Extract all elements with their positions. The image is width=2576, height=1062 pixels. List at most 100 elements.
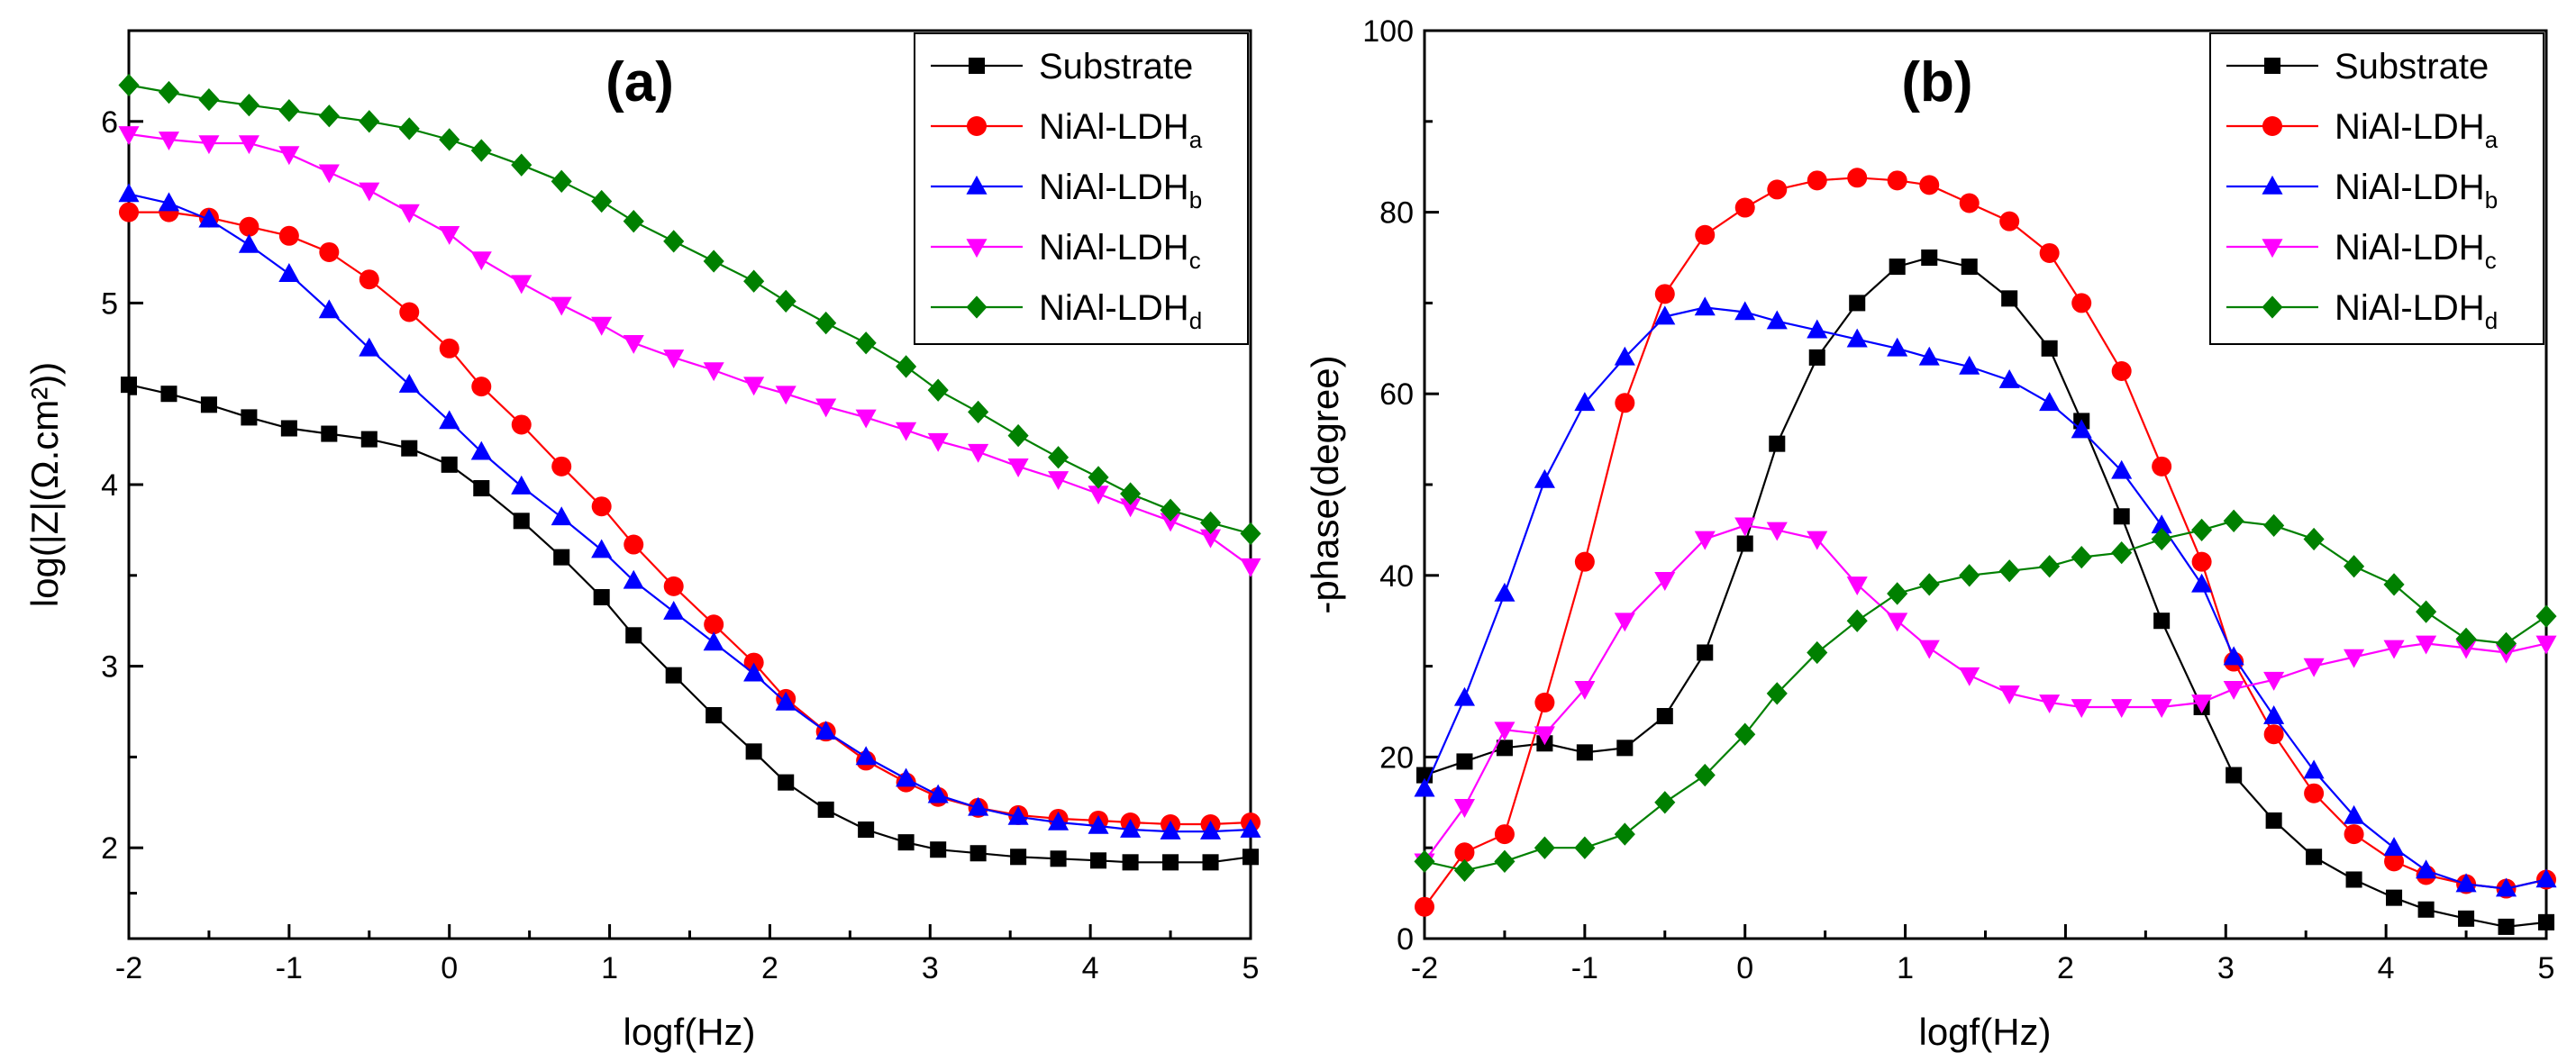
data-point-NiAl-LDHd <box>1160 498 1181 522</box>
data-point-NiAl-LDHb <box>470 440 492 460</box>
data-point-Substrate <box>1162 854 1179 871</box>
data-point-NiAl-LDHd <box>968 400 989 424</box>
data-point-NiAl-LDHb <box>118 183 140 203</box>
data-point-NiAl-LDHd <box>359 110 380 133</box>
data-point-Substrate <box>1010 849 1027 866</box>
data-point-NiAl-LDHc <box>703 362 724 382</box>
data-point-NiAl-LDHa <box>1654 284 1675 304</box>
x-tick-label: 3 <box>2217 951 2235 985</box>
data-point-Substrate <box>1808 349 1825 366</box>
data-point-NiAl-LDHb <box>1199 820 1222 840</box>
data-point-Substrate <box>2041 340 2058 357</box>
data-point-NiAl-LDHd <box>1694 763 1716 787</box>
data-point-NiAl-LDHa <box>2071 293 2092 313</box>
data-point-NiAl-LDHb <box>1007 805 1029 825</box>
panel-a-y-axis-title: log(|Z|(Ω.cm²)) <box>23 362 66 608</box>
data-point-NiAl-LDHc <box>1614 613 1635 632</box>
data-point-NiAl-LDHc <box>815 398 837 418</box>
data-point-NiAl-LDHd <box>1807 640 1828 665</box>
data-point-NiAl-LDHc <box>1887 613 1908 632</box>
data-point-NiAl-LDHd <box>2111 540 2133 565</box>
panel-a-tick-labels: -2 -1 0 1 2 3 4 5 2 3 4 5 6 <box>101 105 1259 985</box>
data-point-NiAl-LDHb <box>511 475 532 495</box>
x-tick-label: 5 <box>2538 951 2555 985</box>
data-point-NiAl-LDHc <box>2071 699 2092 719</box>
data-point-NiAl-LDHb <box>2416 859 2437 879</box>
data-point-NiAl-LDHd <box>1734 722 1756 746</box>
y-tick-label: 6 <box>101 105 118 140</box>
data-point-NiAl-LDHa <box>551 456 572 477</box>
data-point-NiAl-LDHb <box>278 263 300 282</box>
series-line-Substrate <box>1424 256 2547 929</box>
y-tick-label: 2 <box>101 831 118 866</box>
data-point-NiAl-LDHb <box>1534 468 1555 488</box>
data-point-NiAl-LDHd <box>1614 822 1635 846</box>
data-point-NiAl-LDHd <box>2495 631 2517 656</box>
data-point-Substrate <box>705 707 723 724</box>
x-tick-label: 0 <box>441 951 458 985</box>
data-point-Substrate <box>745 743 762 760</box>
data-point-NiAl-LDHa <box>2344 824 2364 845</box>
data-point-NiAl-LDHc <box>198 135 220 155</box>
data-point-NiAl-LDHc <box>927 432 949 452</box>
x-tick-label: -2 <box>1411 951 1438 985</box>
data-point-Substrate <box>665 667 682 684</box>
data-point-Substrate <box>2458 910 2475 927</box>
data-point-NiAl-LDHc <box>2535 635 2557 655</box>
data-point-NiAl-LDHc <box>1918 640 1940 659</box>
data-point-NiAl-LDHb <box>2303 759 2325 779</box>
data-point-Substrate <box>1576 744 1593 761</box>
legend-marker-NiAl-LDHd <box>966 295 988 319</box>
y-tick-label: 20 <box>1379 740 1414 775</box>
data-point-NiAl-LDHd <box>2071 545 2092 569</box>
data-point-NiAl-LDHa <box>1454 842 1475 863</box>
data-point-NiAl-LDHa <box>2191 551 2212 572</box>
data-point-NiAl-LDHa <box>2304 783 2325 803</box>
data-point-NiAl-LDHd <box>1959 564 1980 587</box>
data-point-NiAl-LDHb <box>703 631 724 651</box>
panel-b-x-axis-title: logf(Hz) <box>1918 1011 2051 1053</box>
data-point-Substrate <box>593 588 610 606</box>
data-point-NiAl-LDHd <box>2383 573 2405 596</box>
data-point-NiAl-LDHd <box>1199 511 1222 534</box>
data-point-NiAl-LDHb <box>2344 804 2365 824</box>
data-point-Substrate <box>1961 259 1978 276</box>
data-point-Substrate <box>1697 644 1714 661</box>
data-point-Substrate <box>360 431 378 448</box>
data-point-NiAl-LDHd <box>2263 513 2285 538</box>
x-tick-label: 1 <box>1897 951 1914 985</box>
data-point-NiAl-LDHc <box>1534 726 1555 746</box>
data-point-NiAl-LDHb <box>2111 459 2133 479</box>
data-point-NiAl-LDHa <box>1959 193 1980 213</box>
legend-marker-Substrate <box>968 57 986 75</box>
data-point-NiAl-LDHc <box>2263 671 2285 691</box>
data-point-NiAl-LDHa <box>2111 361 2132 381</box>
data-point-NiAl-LDHc <box>1734 517 1756 537</box>
data-point-NiAl-LDHc <box>511 275 532 295</box>
data-point-NiAl-LDHc <box>663 349 685 368</box>
data-point-Substrate <box>2226 767 2243 784</box>
data-point-Substrate <box>930 841 947 858</box>
data-point-Substrate <box>1921 249 1938 267</box>
data-point-NiAl-LDHd <box>1007 423 1029 448</box>
data-point-NiAl-LDHd <box>2344 555 2365 578</box>
data-point-Substrate <box>625 627 642 644</box>
data-point-NiAl-LDHc <box>743 377 765 396</box>
x-tick-label: 2 <box>2057 951 2074 985</box>
data-point-Substrate <box>969 845 987 862</box>
data-point-NiAl-LDHb <box>1494 582 1516 602</box>
legend-label-NiAl-LDHc: NiAl-LDHc <box>2335 228 2497 274</box>
data-point-NiAl-LDHc <box>158 132 180 151</box>
data-point-Substrate <box>1202 854 1219 871</box>
data-point-NiAl-LDHa <box>1734 197 1755 218</box>
data-point-NiAl-LDHd <box>278 99 300 123</box>
data-point-NiAl-LDHc <box>591 316 613 336</box>
data-point-NiAl-LDHa <box>278 225 299 246</box>
data-point-NiAl-LDHb <box>1998 368 2020 388</box>
data-point-NiAl-LDHb <box>2495 877 2517 897</box>
data-point-NiAl-LDHd <box>1654 791 1676 814</box>
data-point-Substrate <box>2498 918 2515 935</box>
data-point-NiAl-LDHd <box>1998 559 2020 583</box>
data-point-NiAl-LDHa <box>319 241 340 262</box>
